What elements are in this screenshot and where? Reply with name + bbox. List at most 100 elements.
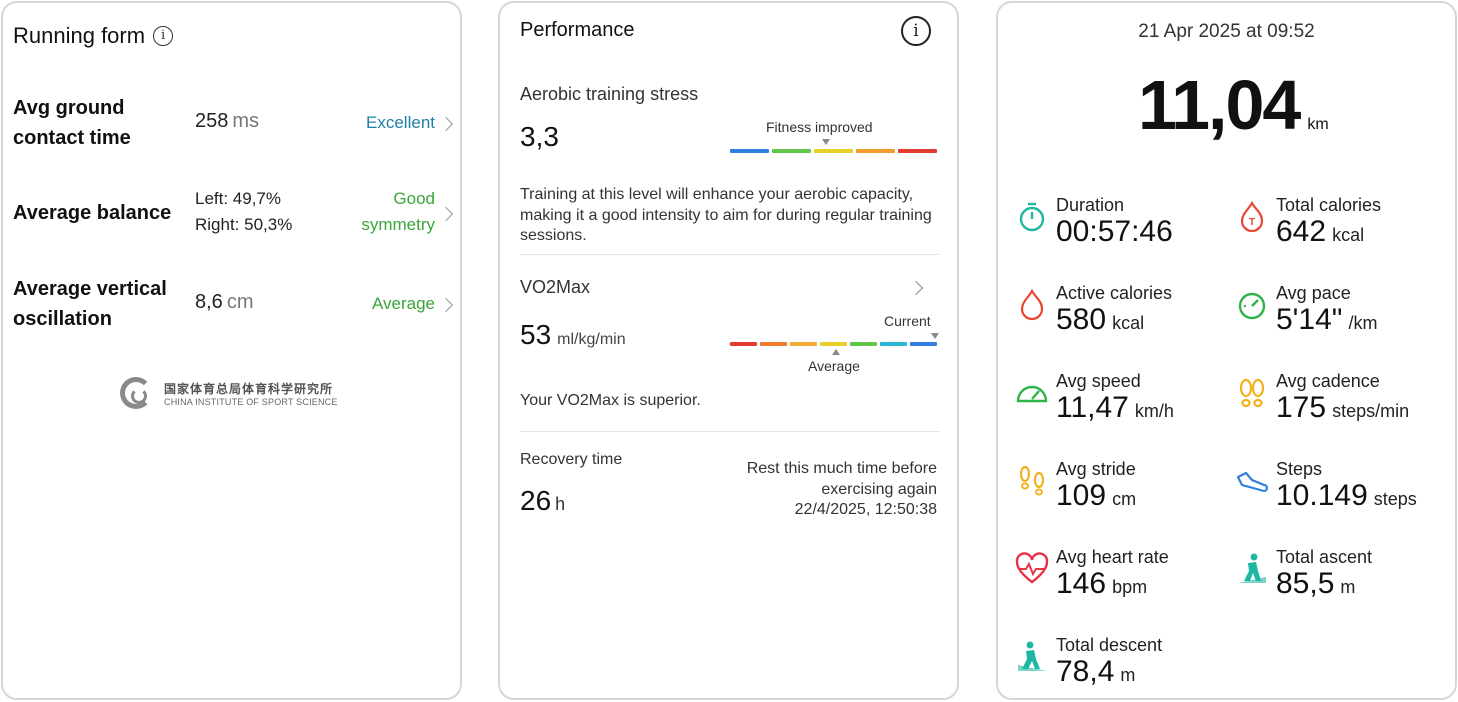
balance-row[interactable]: Average balance Left: 49,7% Right: 50,3%…	[13, 186, 454, 242]
metric-number: 5'14"	[1276, 303, 1343, 336]
distance-value: 11,04	[1138, 66, 1301, 144]
flame-icon	[1014, 287, 1050, 323]
metric-total-calories: T Total calories 642 kcal	[1234, 195, 1444, 265]
scale-segment	[814, 149, 853, 153]
metric-value: 10.149 steps	[1276, 479, 1417, 513]
running-form-header: Running form i	[13, 23, 174, 49]
vo2max-average-marker	[832, 349, 840, 355]
vo2max-value-wrap: 53 ml/kg/min	[520, 319, 626, 351]
metric-avg-pace: Avg pace 5'14"/km	[1234, 283, 1444, 353]
vertical-oscillation-label: Average vertical oscillation	[13, 278, 167, 330]
vo2max-value: 53	[520, 319, 552, 350]
metric-steps: Steps 10.149 steps	[1234, 459, 1444, 529]
metric-label: Total descent	[1056, 635, 1163, 655]
balance-label: Average balance	[13, 202, 172, 224]
aerobic-label: Aerobic training stress	[520, 84, 699, 104]
scale-segment	[910, 342, 937, 346]
metric-number: 146	[1056, 567, 1107, 600]
metric-value: 85,5 m	[1276, 567, 1355, 601]
metric-number: 580	[1056, 303, 1107, 336]
metric-label: Avg stride	[1056, 459, 1136, 479]
metric-unit: bpm	[1112, 577, 1148, 597]
vertical-oscillation-row[interactable]: Average vertical oscillation 8,6 cm Avera…	[13, 274, 454, 334]
performance-card: Performance i Aerobic training stress 3,…	[498, 1, 959, 700]
scale-segment	[820, 342, 847, 346]
vo2max-scale	[730, 342, 937, 346]
metric-number: 78,4	[1056, 655, 1115, 688]
metric-number: 109	[1056, 479, 1107, 512]
cis-logo-cn: 国家体育总局体育科学研究所	[164, 381, 334, 396]
metric-unit: kcal	[1332, 225, 1365, 245]
scale-segment	[730, 342, 757, 346]
metric-label: Avg cadence	[1276, 371, 1380, 391]
descent-icon	[1014, 639, 1050, 675]
metric-label: Avg heart rate	[1056, 547, 1169, 567]
metric-unit: steps/min	[1332, 401, 1410, 421]
metric-total-descent: Total descent 78,4 m	[1014, 635, 1224, 702]
metric-label: Total calories	[1276, 195, 1382, 215]
workout-summary-card: 21 Apr 2025 at 09:52 11,04 km Duration 00…	[996, 1, 1457, 700]
cis-emblem-icon	[120, 377, 152, 409]
scale-segment	[790, 342, 817, 346]
vo2max-current-label: Current	[884, 313, 931, 329]
vertical-oscillation-value: 8,6 cm	[195, 291, 254, 313]
divider	[520, 254, 940, 255]
aerobic-value: 3,3	[520, 121, 559, 152]
info-icon[interactable]: i	[153, 26, 174, 46]
metric-value: 175 steps/min	[1276, 391, 1409, 425]
performance-title: Performance	[520, 19, 635, 41]
metric-avg-stride: Avg stride 109 cm	[1014, 459, 1224, 529]
metric-number: 11,47	[1056, 391, 1129, 424]
aerobic-scale	[730, 149, 937, 153]
info-icon[interactable]: i	[901, 16, 931, 46]
scale-segment	[772, 149, 811, 153]
vo2max-label[interactable]: VO2Max	[520, 277, 591, 297]
vo2max-description: Your VO2Max is superior.	[520, 392, 701, 409]
vo2max-current-marker	[931, 333, 939, 339]
metric-value: 78,4 m	[1056, 655, 1135, 689]
metric-number: 10.149	[1276, 479, 1368, 512]
metric-label: Avg speed	[1056, 371, 1141, 391]
balance-value: Left: 49,7% Right: 50,3%	[195, 189, 293, 234]
chevron-right-icon	[438, 297, 454, 313]
metric-number: 642	[1276, 215, 1327, 248]
metric-number: 00:57:46	[1056, 215, 1173, 248]
metric-value: 146 bpm	[1056, 567, 1147, 601]
metric-duration: Duration 00:57:46	[1014, 195, 1224, 265]
recovery-label: Recovery time	[520, 451, 623, 468]
cis-logo-en: CHINA INSTITUTE OF SPORT SCIENCE	[164, 396, 338, 407]
ascent-icon	[1234, 551, 1270, 587]
metric-value: 642 kcal	[1276, 215, 1364, 249]
metric-unit: m	[1120, 665, 1136, 685]
chevron-right-icon	[438, 206, 454, 222]
recovery-unit: h	[555, 494, 566, 514]
metric-number: 85,5	[1276, 567, 1335, 600]
metric-unit: m	[1340, 577, 1356, 597]
metric-active-calories: Active calories 580 kcal	[1014, 283, 1224, 353]
ground-contact-row[interactable]: Avg ground contact time 258 ms Excellent	[13, 93, 454, 153]
metric-total-ascent: Total ascent 85,5 m	[1234, 547, 1444, 617]
metric-value: 11,47 km/h	[1056, 391, 1174, 425]
aerobic-marker	[822, 139, 830, 145]
cis-logo: 国家体育总局体育科学研究所 CHINA INSTITUTE OF SPORT S…	[120, 377, 338, 409]
recovery-note: Rest this much time before exercising ag…	[746, 460, 937, 518]
aerobic-description: Training at this level will enhance your…	[520, 186, 932, 244]
speedometer-icon	[1014, 375, 1050, 411]
vo2max-unit: ml/kg/min	[557, 331, 626, 348]
divider	[520, 431, 940, 432]
chevron-right-icon[interactable]	[908, 280, 924, 296]
metric-unit: kcal	[1112, 313, 1145, 333]
metric-value: 00:57:46	[1056, 215, 1173, 249]
running-form-card: Running form i Avg ground contact time 2…	[1, 1, 462, 700]
footprints-icon	[1234, 375, 1270, 411]
ground-contact-rating: Excellent	[366, 113, 435, 132]
metric-unit: steps	[1373, 489, 1417, 509]
metric-label: Duration	[1056, 195, 1125, 215]
vo2max-average-label: Average	[808, 358, 860, 374]
scale-segment	[730, 149, 769, 153]
shoe-icon	[1234, 463, 1270, 499]
metric-label: Total ascent	[1276, 547, 1373, 567]
vertical-oscillation-rating: Average	[371, 294, 435, 313]
metric-unit: /km	[1348, 313, 1378, 333]
heart-rate-icon	[1014, 551, 1050, 587]
